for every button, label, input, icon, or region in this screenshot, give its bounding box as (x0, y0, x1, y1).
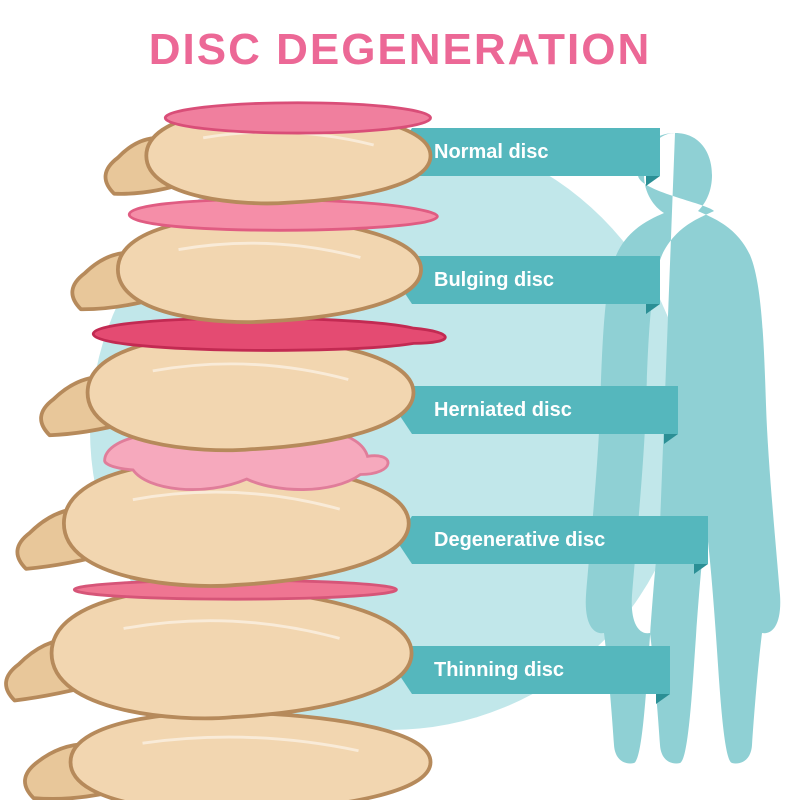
spine-diagram (0, 80, 520, 800)
vertebra-body-5 (71, 712, 431, 800)
vertebra-body-1 (118, 217, 421, 322)
diagram-title: DISC DEGENERATION (0, 28, 800, 72)
vertebra-body-2 (88, 335, 414, 450)
disc-normal (165, 103, 430, 133)
vertebra-body-4 (52, 588, 412, 718)
